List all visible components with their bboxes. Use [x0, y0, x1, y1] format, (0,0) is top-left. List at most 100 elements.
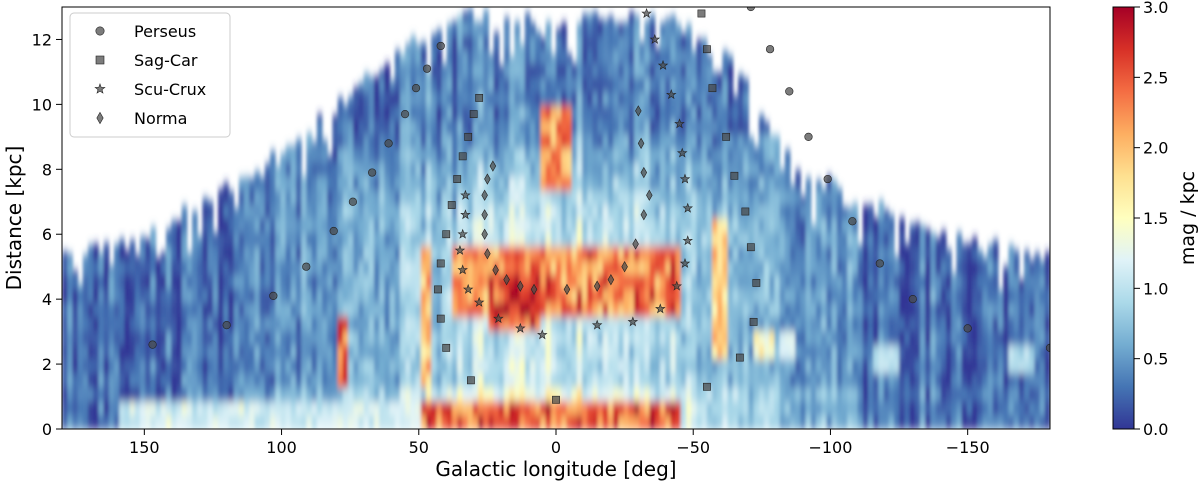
- x-tick-label: 50: [409, 438, 429, 457]
- data-point: [329, 226, 338, 236]
- y-tick-label: 8: [42, 160, 52, 179]
- data-point: [635, 105, 642, 117]
- series-sag-car: [434, 9, 761, 404]
- data-point: [442, 343, 451, 352]
- data-point: [823, 174, 832, 184]
- data-point: [671, 280, 682, 291]
- data-point: [682, 235, 693, 246]
- data-point: [434, 285, 442, 294]
- data-point: [746, 243, 755, 252]
- x-tick-label: 0: [551, 438, 561, 457]
- data-point: [503, 274, 510, 286]
- data-point: [148, 340, 157, 349]
- data-point: [537, 329, 548, 340]
- data-point: [679, 257, 691, 268]
- data-point: [400, 110, 410, 119]
- data-point: [492, 264, 499, 276]
- colorbar-gradient: [1112, 6, 1135, 430]
- y-axis: 0 2 4 6 8 10 12: [32, 30, 62, 439]
- data-point: [269, 291, 278, 301]
- data-point: [411, 84, 421, 93]
- data-point: [697, 9, 706, 18]
- data-point: [637, 137, 645, 149]
- legend-marker-diamond: [96, 111, 104, 125]
- extinction-heatmap: [62, 8, 1050, 429]
- data-point: [447, 201, 456, 209]
- data-point: [457, 228, 468, 239]
- y-tick-label: 12: [32, 30, 52, 49]
- data-point: [679, 173, 691, 184]
- data-point: [785, 87, 794, 96]
- data-point: [481, 189, 488, 201]
- data-point: [593, 280, 601, 292]
- data-point: [458, 152, 467, 161]
- legend-label: Sag-Car: [134, 51, 198, 70]
- colorbar-tick-label: 3.0: [1143, 0, 1168, 17]
- data-point: [640, 166, 648, 179]
- x-tick-label: −150: [946, 438, 990, 457]
- data-point: [464, 132, 473, 141]
- colorbar-tick-label: 0.0: [1143, 420, 1168, 439]
- y-tick-label: 6: [42, 225, 52, 244]
- colorbar: 0.0 0.5 1.0 1.5 2.0 2.5 3.0 mag / kpc: [1112, 0, 1199, 439]
- colorbar-tick-label: 1.5: [1143, 209, 1168, 228]
- data-point: [222, 321, 231, 330]
- y-axis-label: Distance [kpc]: [2, 146, 26, 291]
- colorbar-tick-label: 0.5: [1143, 350, 1168, 369]
- data-point: [752, 279, 761, 287]
- data-point: [489, 160, 497, 172]
- data-point: [475, 93, 484, 102]
- colorbar-tick-label: 1.0: [1143, 279, 1168, 298]
- data-point: [741, 207, 750, 216]
- y-tick-label: 0: [42, 420, 52, 439]
- data-point: [632, 238, 639, 250]
- data-point: [481, 209, 488, 221]
- x-tick-label: 150: [129, 438, 160, 457]
- data-point: [646, 189, 653, 201]
- data-point: [515, 322, 526, 333]
- data-point: [765, 45, 775, 54]
- data-point: [473, 296, 485, 307]
- data-point: [493, 313, 504, 324]
- data-point: [641, 7, 652, 18]
- colorbar-ticks: 0.0 0.5 1.0 1.5 2.0 2.5 3.0: [1134, 0, 1168, 439]
- data-point: [552, 395, 560, 404]
- data-point: [703, 45, 711, 54]
- data-point: [384, 139, 393, 148]
- data-point: [607, 274, 615, 286]
- data-point: [749, 317, 758, 326]
- data-point: [722, 132, 731, 141]
- data-point: [530, 283, 538, 296]
- data-point: [457, 264, 468, 275]
- data-point: [460, 209, 471, 220]
- data-point: [908, 295, 917, 304]
- data-point: [682, 202, 693, 213]
- data-point: [655, 303, 666, 314]
- data-point: [469, 110, 478, 119]
- x-axis-label: Galactic longitude [deg]: [435, 457, 676, 481]
- data-point: [640, 209, 648, 221]
- data-point: [453, 175, 462, 183]
- legend-box: [69, 12, 231, 138]
- x-axis: 150 100 50 0 −50 −100 −150: [129, 429, 990, 457]
- data-point: [677, 147, 688, 158]
- data-point: [708, 84, 717, 93]
- y-tick-label: 10: [32, 95, 52, 114]
- data-point: [436, 41, 445, 51]
- data-point: [875, 259, 884, 268]
- series-perseus: [148, 7, 1050, 352]
- legend-marker-star: [94, 83, 106, 94]
- data-point: [963, 324, 972, 333]
- series-norma: [481, 105, 653, 296]
- data-point: [591, 319, 603, 330]
- data-point: [422, 64, 432, 73]
- legend-marker-square: [95, 55, 105, 65]
- colorbar-tick-label: 2.5: [1143, 68, 1168, 87]
- legend-label: Perseus: [134, 22, 196, 41]
- data-point: [436, 314, 445, 323]
- x-tick-label: −50: [676, 438, 710, 457]
- data-point: [657, 59, 669, 70]
- data-point: [348, 197, 358, 206]
- colorbar-tick-label: 2.0: [1143, 139, 1168, 158]
